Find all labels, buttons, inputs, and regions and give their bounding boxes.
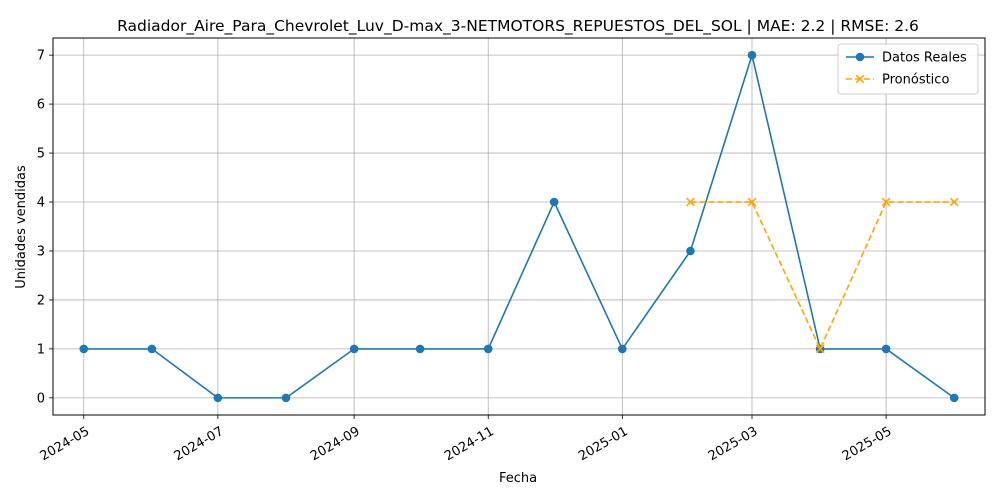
data-point-actual [213, 393, 223, 403]
y-tick-label: 7 [37, 49, 45, 64]
series-line-forecast [690, 201, 955, 350]
data-point-forecast [747, 197, 757, 207]
y-tick-label: 3 [37, 244, 45, 259]
data-point-actual [415, 344, 425, 354]
data-point-forecast [949, 197, 959, 207]
legend: Datos Reales Pronóstico [837, 43, 979, 95]
data-point-actual [618, 344, 627, 354]
series-line-actual [83, 54, 955, 399]
y-tick-label: 5 [37, 147, 45, 162]
y-axis-label: Unidades vendidas [14, 165, 29, 289]
legend-marker-actual [855, 52, 865, 62]
series-layer [79, 50, 959, 403]
data-point-actual [349, 344, 359, 354]
data-point-forecast [686, 197, 695, 207]
legend-label-forecast: Pronóstico [882, 73, 949, 88]
chart-title: Radiador_Aire_Para_Chevrolet_Luv_D-max_3… [117, 17, 919, 36]
data-point-actual [147, 344, 157, 354]
data-point-actual [686, 246, 695, 256]
legend-marker-forecast [855, 74, 865, 84]
data-point-actual [483, 344, 493, 354]
data-point-actual [881, 344, 891, 354]
data-point-actual [79, 344, 89, 354]
y-tick-label: 4 [37, 196, 45, 211]
y-tick-label: 1 [37, 342, 45, 357]
data-point-actual [949, 393, 959, 403]
data-point-forecast [881, 197, 891, 207]
data-point-forecast [815, 344, 825, 354]
legend-label-actual: Datos Reales [882, 51, 967, 66]
y-tick-label: 6 [37, 98, 45, 113]
y-tick-label: 0 [37, 391, 45, 406]
y-tick-label: 2 [37, 293, 45, 308]
data-point-actual [549, 197, 559, 207]
data-point-actual [747, 50, 757, 60]
data-point-actual [281, 393, 291, 403]
plot-area-frame [52, 37, 986, 416]
x-axis-label: Fecha [499, 471, 537, 486]
